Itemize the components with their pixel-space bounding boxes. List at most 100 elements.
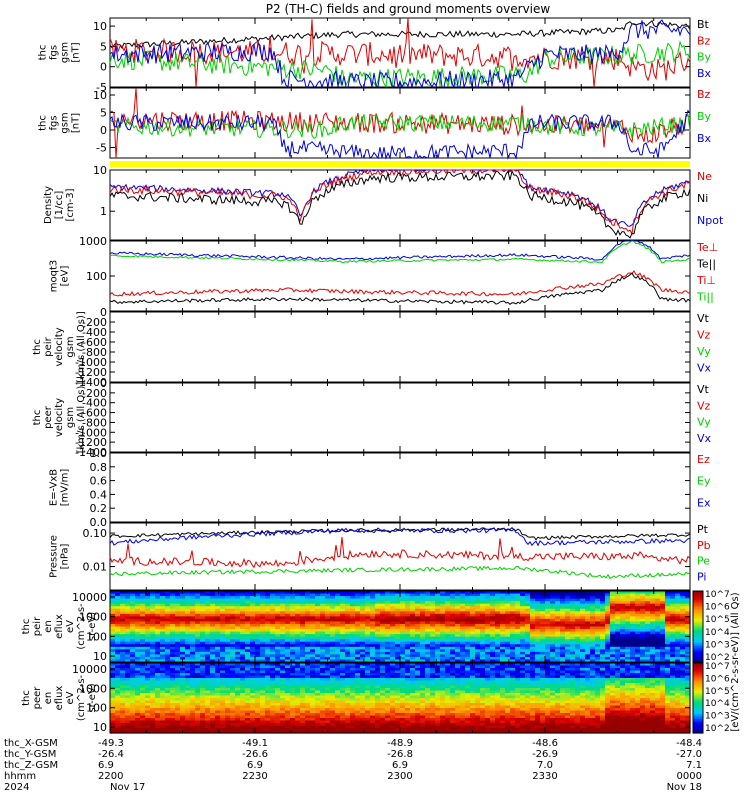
spectrogram-cell xyxy=(370,629,376,633)
spectrogram-cell xyxy=(630,618,636,623)
spectrogram-cell xyxy=(650,623,656,628)
spectrogram-cell xyxy=(430,598,436,602)
spectrogram-cell xyxy=(310,616,316,620)
spectrogram-cell xyxy=(350,603,356,607)
spectrogram-cell xyxy=(425,654,431,658)
spectrogram-cell xyxy=(140,705,146,709)
spectrogram-peir_spectrogram xyxy=(110,591,691,663)
spectrogram-cell xyxy=(280,720,286,724)
spectrogram-cell xyxy=(680,626,686,630)
spectrogram-cell xyxy=(615,656,621,661)
spectrogram-cell xyxy=(205,639,211,643)
spectrogram-cell xyxy=(630,651,636,655)
spectrogram-cell xyxy=(220,606,226,610)
spectrogram-cell xyxy=(175,641,181,645)
spectrogram-cell xyxy=(130,593,136,597)
spectrogram-cell xyxy=(330,644,336,648)
spectrogram-cell xyxy=(125,644,131,648)
spectrogram-cell xyxy=(425,634,431,638)
spectrogram-cell xyxy=(335,634,341,638)
spectrogram-cell xyxy=(345,596,351,600)
spectrogram-cell xyxy=(115,601,121,605)
spectrogram-cell xyxy=(320,618,326,623)
spectrogram-cell xyxy=(135,670,141,674)
spectrogram-cell xyxy=(460,608,466,612)
spectrogram-cell xyxy=(530,641,536,645)
spectrogram-cell xyxy=(360,616,366,620)
spectrogram-cell xyxy=(330,678,336,682)
spectrogram-cell xyxy=(630,603,636,607)
spectrogram-cell xyxy=(270,665,276,669)
spectrogram-cell xyxy=(185,601,191,605)
spectrogram-cell xyxy=(240,700,246,704)
spectrogram-cell xyxy=(425,623,431,628)
spectrogram-cell xyxy=(655,601,661,605)
spectrogram-cell xyxy=(420,639,426,643)
spectrogram-cell xyxy=(130,654,136,658)
spectrogram-cell xyxy=(460,613,466,617)
spectrogram-cell xyxy=(225,703,231,707)
spectrogram-cell xyxy=(250,631,256,635)
spectrogram-cell xyxy=(455,613,461,617)
spectrogram-cell xyxy=(280,713,286,717)
spectrogram-cell xyxy=(225,670,231,674)
spectrogram-cell xyxy=(145,668,151,672)
spectrogram-cell xyxy=(135,606,141,610)
spectrogram-cell xyxy=(110,613,116,617)
spectrogram-cell xyxy=(570,631,576,635)
spectrogram-cell xyxy=(605,654,611,658)
spectrogram-cell xyxy=(175,673,181,677)
spectrogram-cell xyxy=(480,623,486,628)
spectrogram-cell xyxy=(345,601,351,605)
spectrogram-cell xyxy=(135,730,141,734)
spectrogram-cell xyxy=(230,618,236,623)
spectrogram-cell xyxy=(330,668,336,672)
spectrogram-cell xyxy=(660,616,666,620)
spectrogram-cell xyxy=(490,611,496,615)
spectrogram-cell xyxy=(425,631,431,635)
spectrogram-cell xyxy=(525,646,531,650)
spectrogram-cell xyxy=(225,611,231,615)
spectrogram-cell xyxy=(535,651,541,655)
spectrogram-cell xyxy=(320,690,326,694)
spectrogram-cell xyxy=(415,654,421,658)
spectrogram-cell xyxy=(670,631,676,635)
spectrogram-cell xyxy=(325,639,331,643)
spectrogram-cell xyxy=(125,634,131,638)
spectrogram-cell xyxy=(140,646,146,650)
spectrogram-cell xyxy=(660,634,666,638)
spectrogram-cell xyxy=(350,598,356,602)
spectrogram-cell xyxy=(245,715,251,719)
spectrogram-cell xyxy=(175,680,181,684)
spectrogram-cell xyxy=(530,618,536,623)
spectrogram-cell xyxy=(195,685,201,689)
spectrogram-cell xyxy=(110,690,116,694)
spectrogram-cell xyxy=(170,598,176,602)
spectrogram-cell xyxy=(135,641,141,645)
spectrogram-cell xyxy=(145,608,151,612)
spectrogram-cell xyxy=(445,634,451,638)
spectrogram-cell xyxy=(250,623,256,628)
spectrogram-cell xyxy=(315,670,321,674)
spectrogram-cell xyxy=(645,593,651,597)
spectrogram-cell xyxy=(245,613,251,617)
spectrogram-cell xyxy=(195,631,201,635)
spectrogram-cell xyxy=(310,641,316,645)
spectrogram-cell xyxy=(155,718,161,722)
spectrogram-cell xyxy=(325,611,331,615)
spectrogram-cell xyxy=(375,621,381,625)
spectrogram-cell xyxy=(180,710,186,714)
spectrogram-cell xyxy=(225,673,231,677)
spectrogram-cell xyxy=(385,608,391,612)
spectrogram-cell xyxy=(140,636,146,640)
spectrogram-cell xyxy=(285,683,291,687)
spectrogram-cell xyxy=(600,598,606,602)
spectrogram-cell xyxy=(575,644,581,648)
spectrogram-cell xyxy=(205,690,211,694)
spectrogram-cell xyxy=(125,623,131,628)
spectrogram-cell xyxy=(370,639,376,643)
spectrogram-cell xyxy=(570,629,576,633)
spectrogram-cell xyxy=(285,703,291,707)
spectrogram-cell xyxy=(670,641,676,645)
spectrogram-cell xyxy=(435,591,441,595)
